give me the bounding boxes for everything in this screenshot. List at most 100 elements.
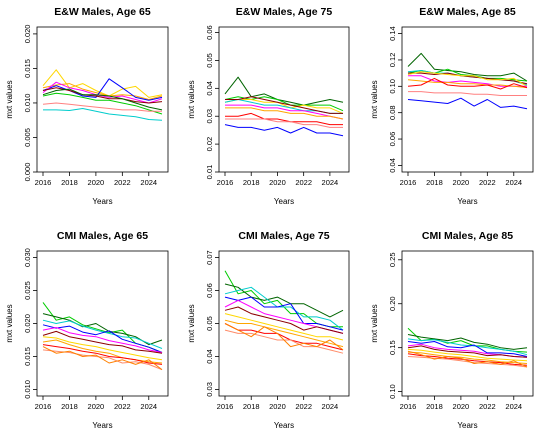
series-line-11 <box>224 323 344 351</box>
x-tick-label: 2022 <box>479 178 496 187</box>
series-line-4 <box>224 99 343 114</box>
series-line-8 <box>225 112 343 126</box>
x-tick-label: 2018 <box>243 402 260 411</box>
y-tick-label: 0.010 <box>23 380 32 399</box>
series-line-1 <box>42 69 163 98</box>
chart-panel-5: CMI Males, Age 75 2016 2018 2020 2022 2024 0.0… <box>187 230 350 430</box>
series-line-9 <box>225 118 343 128</box>
y-tick-label: 0.005 <box>23 128 32 147</box>
series-line-6 <box>224 306 344 334</box>
y-tick-label: 0.08 <box>388 105 397 120</box>
y-tick-label: 0.05 <box>205 53 214 68</box>
y-axis-label: mxt values <box>370 304 379 342</box>
x-axis-label: Years <box>457 197 477 206</box>
series-line-7 <box>42 92 163 115</box>
x-tick-label: 2018 <box>243 178 260 187</box>
series-line-8 <box>407 77 528 90</box>
x-tick-label: 2020 <box>453 402 470 411</box>
y-tick-label: 0.025 <box>23 281 32 300</box>
plot-frame <box>36 26 169 173</box>
series-line-7 <box>225 107 344 120</box>
plot-frame <box>401 26 534 173</box>
y-tick-label: 0.030 <box>23 248 32 267</box>
panel-title: CMI Males, Age 75 <box>238 230 329 242</box>
y-axis-label: mxt values <box>187 80 196 118</box>
y-tick-label: 0.04 <box>205 349 214 364</box>
series-line-9 <box>408 91 527 96</box>
y-axis-label: mxt values <box>187 304 196 342</box>
y-tick-label: 0.020 <box>23 314 32 333</box>
chart-panel-3: E&W Males, Age 85 2016 2018 2020 2022 2024 0.0… <box>370 6 534 206</box>
x-tick-label: 2022 <box>114 178 131 187</box>
x-tick-label: 2020 <box>88 178 105 187</box>
y-tick-label: 0.12 <box>388 53 397 68</box>
y-tick-label: 0.25 <box>388 252 397 267</box>
y-tick-label: 0.04 <box>205 81 214 96</box>
series-line-9 <box>42 344 163 365</box>
series-line-8 <box>224 319 344 348</box>
series-line-9 <box>43 108 163 121</box>
series-line-9 <box>407 353 528 366</box>
x-tick-label: 2018 <box>426 402 443 411</box>
x-tick-label: 2024 <box>322 402 339 411</box>
series-line-7 <box>42 336 163 361</box>
y-tick-label: 0.010 <box>23 94 32 113</box>
x-tick-label: 2022 <box>479 402 496 411</box>
y-tick-label: 0.015 <box>23 347 32 366</box>
x-axis-label: Years <box>274 197 294 206</box>
y-tick-label: 0.20 <box>388 296 397 311</box>
series-line-4 <box>42 81 163 104</box>
panel-title: CMI Males, Age 65 <box>57 230 148 242</box>
chart-panel-1: E&W Males, Age 65 2016 2018 2020 2022 2024 0.0… <box>5 6 169 206</box>
x-tick-label: 2024 <box>505 402 522 411</box>
series-line-3 <box>224 286 344 331</box>
series-line-7 <box>407 348 528 362</box>
y-axis-label: mxt values <box>5 80 14 118</box>
y-tick-label: 0.15 <box>388 340 397 355</box>
plot-frame <box>218 26 350 173</box>
y-axis-label: mxt values <box>5 304 14 342</box>
series-line-11 <box>42 346 163 371</box>
y-tick-label: 0.04 <box>388 158 397 173</box>
x-axis-label: Years <box>274 421 294 430</box>
x-tick-label: 2022 <box>295 178 312 187</box>
x-tick-label: 2016 <box>217 178 234 187</box>
series-line-4 <box>224 296 344 331</box>
y-tick-label: 0.03 <box>205 109 214 124</box>
x-tick-label: 2016 <box>217 402 234 411</box>
x-tick-label: 2020 <box>269 178 286 187</box>
series-line-7 <box>224 313 344 341</box>
x-tick-label: 2024 <box>505 178 522 187</box>
y-tick-label: 0.05 <box>205 316 214 331</box>
y-tick-label: 0.02 <box>205 137 214 152</box>
chart-panel-2: E&W Males, Age 75 2016 2018 2020 2022 2024 0.0… <box>187 6 350 206</box>
series-line-1 <box>224 76 344 106</box>
y-tick-label: 0.07 <box>205 250 214 265</box>
y-tick-label: 0.14 <box>388 26 397 41</box>
y-tick-label: 0.10 <box>388 79 397 94</box>
panel-title: E&W Males, Age 65 <box>54 6 151 18</box>
x-axis-label: Years <box>92 421 112 430</box>
series-line-5 <box>407 71 528 87</box>
x-tick-label: 2018 <box>61 178 78 187</box>
series-line-5 <box>42 327 163 353</box>
x-tick-label: 2016 <box>400 178 417 187</box>
series-line-5 <box>225 96 343 114</box>
y-tick-label: 0.015 <box>23 59 32 78</box>
series-line-4 <box>408 72 528 85</box>
series-line-10 <box>407 97 528 110</box>
x-tick-label: 2016 <box>35 402 52 411</box>
series-line-9 <box>224 323 344 351</box>
series-line-10 <box>224 124 344 137</box>
panel-title: E&W Males, Age 85 <box>419 6 516 18</box>
series-line-3 <box>42 319 163 349</box>
x-tick-label: 2022 <box>295 402 312 411</box>
x-axis-label: Years <box>92 197 112 206</box>
x-tick-label: 2024 <box>140 402 157 411</box>
series-line-11 <box>407 350 528 368</box>
series-line-3 <box>407 338 528 356</box>
series-line-4 <box>407 341 528 357</box>
y-tick-label: 0.020 <box>23 25 32 44</box>
series-line-2 <box>42 83 163 100</box>
y-tick-label: 0.06 <box>205 25 214 40</box>
